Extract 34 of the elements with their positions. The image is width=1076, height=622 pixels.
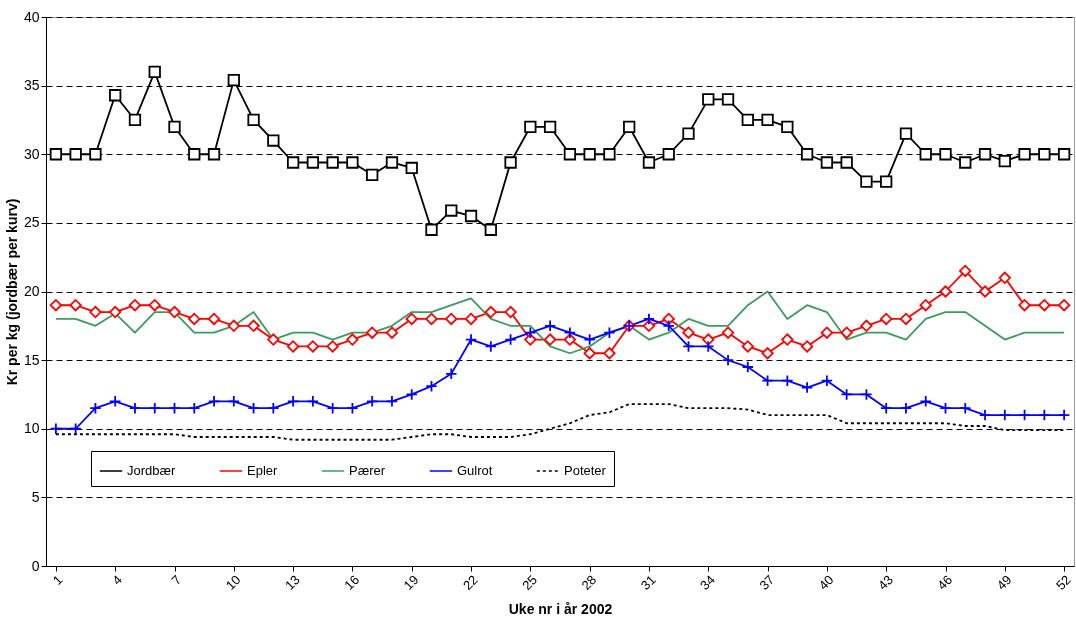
x-tick-label: 22 [459,572,481,593]
x-tick-label: 28 [578,572,600,593]
x-tick-label: 46 [934,572,956,593]
y-tick-label: 0 [31,557,40,574]
x-axis-title: Uke nr i år 2002 [508,600,613,617]
x-tick-label: 10 [222,572,244,593]
legend-label: Gulrot [457,463,493,478]
legend-label: Pærer [349,463,386,478]
y-tick-label: 15 [23,351,40,368]
x-tick-label: 1 [49,572,66,588]
legend-label: Jordbær [127,463,177,478]
x-tick-label: 16 [341,572,363,593]
x-tick-label: 31 [637,572,659,593]
x-tick-label: 40 [815,572,837,593]
x-tick-label: 25 [519,572,541,593]
x-tick-label: 49 [993,572,1015,593]
y-axis-title: Kr per kg (jordbær per kurv) [3,198,20,386]
x-tick-label: 7 [168,572,185,588]
legend-label: Epler [247,463,279,478]
y-tick-label: 35 [23,77,40,94]
x-tick-label: 34 [697,572,718,593]
y-tick-label: 40 [23,8,40,25]
x-tick-label: 52 [1052,572,1074,593]
x-tick-label: 19 [400,572,422,593]
y-tick-label: 30 [23,145,40,162]
legend-label: Poteter [564,463,607,478]
x-tick-label: 4 [109,572,125,588]
y-tick-label: 25 [23,214,40,231]
y-tick-label: 5 [31,488,40,505]
x-tick-label: 13 [281,572,303,593]
y-tick-label: 20 [23,283,40,299]
x-tick-label: 43 [875,572,896,593]
x-tick-label: 37 [756,572,778,593]
y-tick-label: 10 [23,420,40,437]
